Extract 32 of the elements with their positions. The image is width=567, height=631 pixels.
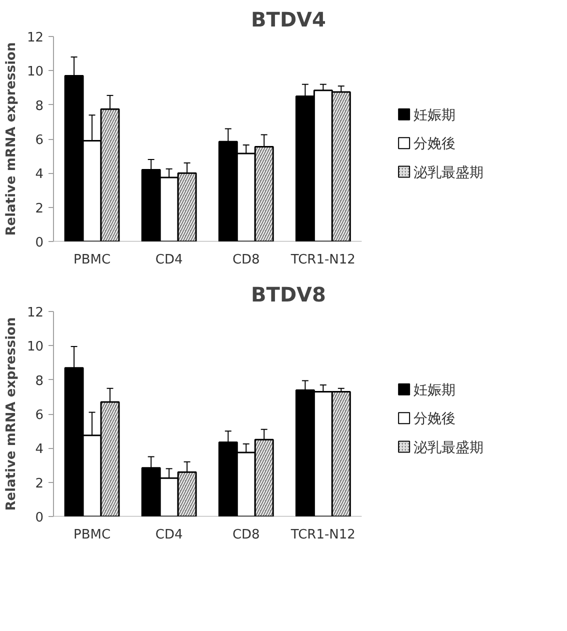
y-tick-label: 6 bbox=[35, 133, 44, 148]
y-tick-label: 10 bbox=[26, 64, 44, 80]
y-tick-label: 10 bbox=[26, 340, 44, 355]
x-tick-label: CD4 bbox=[155, 528, 183, 542]
y-tick-label: 0 bbox=[35, 510, 44, 526]
legend-label: 分娩後 bbox=[413, 410, 456, 426]
x-tick-label: CD4 bbox=[155, 252, 183, 268]
legend-label: 妊娠期 bbox=[413, 106, 456, 122]
y-tick-label: 8 bbox=[35, 98, 44, 114]
x-tick-label: TCR1-N12 bbox=[290, 528, 356, 542]
y-axis-title: Relative mRNA expression bbox=[4, 317, 19, 511]
x-tick-label: CD8 bbox=[232, 528, 260, 542]
y-tick-label: 8 bbox=[35, 374, 44, 389]
x-tick-label: CD8 bbox=[232, 252, 260, 268]
y-axis-title: Relative mRNA expression bbox=[4, 42, 19, 236]
legend-label: 泌乳最盛期 bbox=[413, 438, 484, 455]
x-tick-label: PBMC bbox=[74, 528, 111, 542]
y-tick-label: 0 bbox=[35, 236, 44, 250]
y-tick-label: 12 bbox=[26, 30, 44, 46]
chart-title: BTDV4 bbox=[251, 8, 326, 32]
y-tick-label: 6 bbox=[35, 408, 44, 423]
x-tick-label: PBMC bbox=[74, 252, 111, 268]
y-tick-label: 4 bbox=[35, 167, 44, 182]
y-tick-label: 12 bbox=[26, 306, 44, 320]
legend-label: 妊娠期 bbox=[413, 381, 456, 398]
y-tick-label: 2 bbox=[35, 476, 44, 492]
chart-title: BTDV8 bbox=[251, 282, 326, 306]
y-tick-label: 4 bbox=[35, 442, 44, 458]
y-tick-label: 2 bbox=[35, 201, 44, 216]
x-tick-label: TCR1-N12 bbox=[290, 252, 356, 268]
legend-label: 泌乳最盛期 bbox=[413, 164, 484, 180]
legend-label: 分娩後 bbox=[413, 135, 456, 152]
